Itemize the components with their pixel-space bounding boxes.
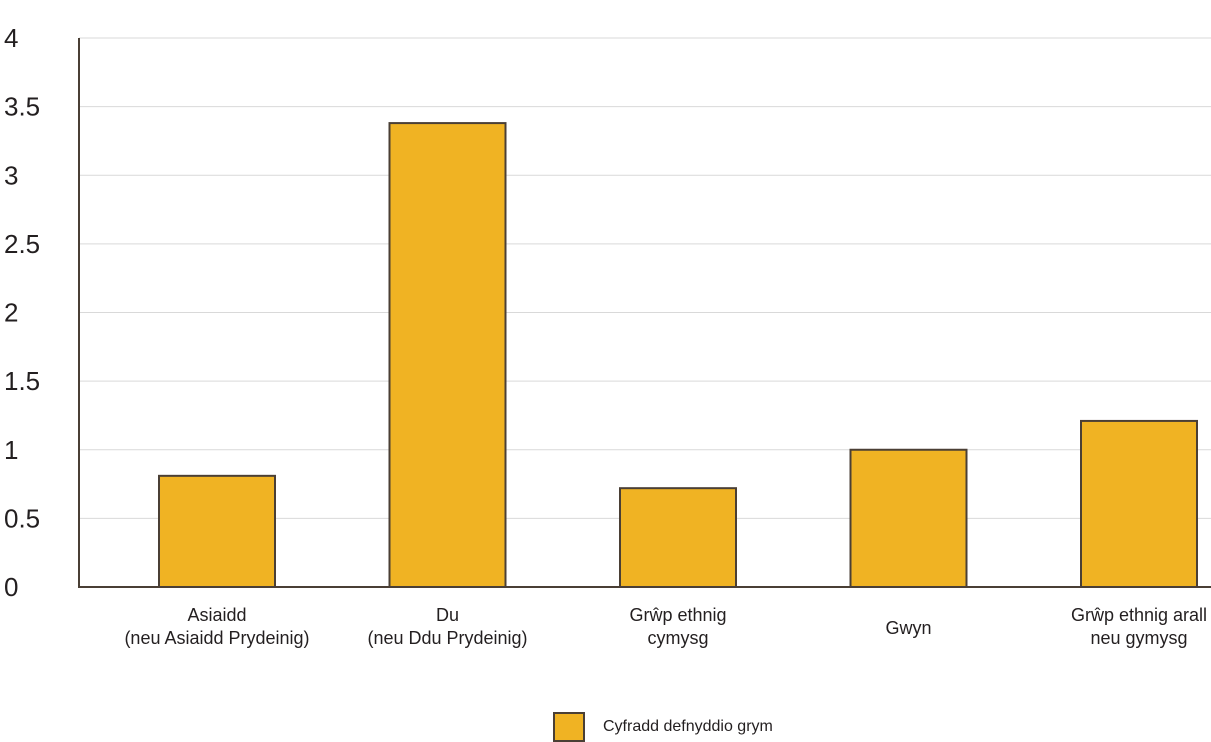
legend-swatch [553,712,585,742]
bar [1080,419,1198,588]
bar [619,487,737,588]
x-tick-label: Grŵp ethnig arall [1071,605,1207,625]
x-tick-label: Grŵp ethnig [629,605,726,625]
y-tick-label: 1 [4,435,18,465]
y-tick-label: 2 [4,298,18,328]
x-tick-label: Du [436,605,459,625]
y-tick-label: 4 [4,23,18,53]
x-tick-label: (neu Asiaidd Prydeinig) [124,628,309,648]
y-tick-label: 1.5 [4,366,40,396]
y-tick-label: 0.5 [4,503,40,533]
x-tick-label: cymysg [647,628,708,648]
bar [158,474,276,589]
y-tick-label: 3 [4,160,18,190]
y-tick-label: 0 [4,572,18,602]
y-tick-label: 2.5 [4,229,40,259]
legend-label: Cyfradd defnyddio grym [603,718,773,735]
y-tick-label: 3.5 [4,92,40,122]
x-tick-label: neu gymysg [1090,628,1187,648]
bar [388,122,507,588]
x-tick-label: Asiaidd [187,605,246,625]
x-tick-label: Gwyn [885,618,931,638]
legend: Cyfradd defnyddio grym [553,712,773,742]
bar [849,448,968,588]
x-tick-label: (neu Ddu Prydeinig) [367,628,527,648]
